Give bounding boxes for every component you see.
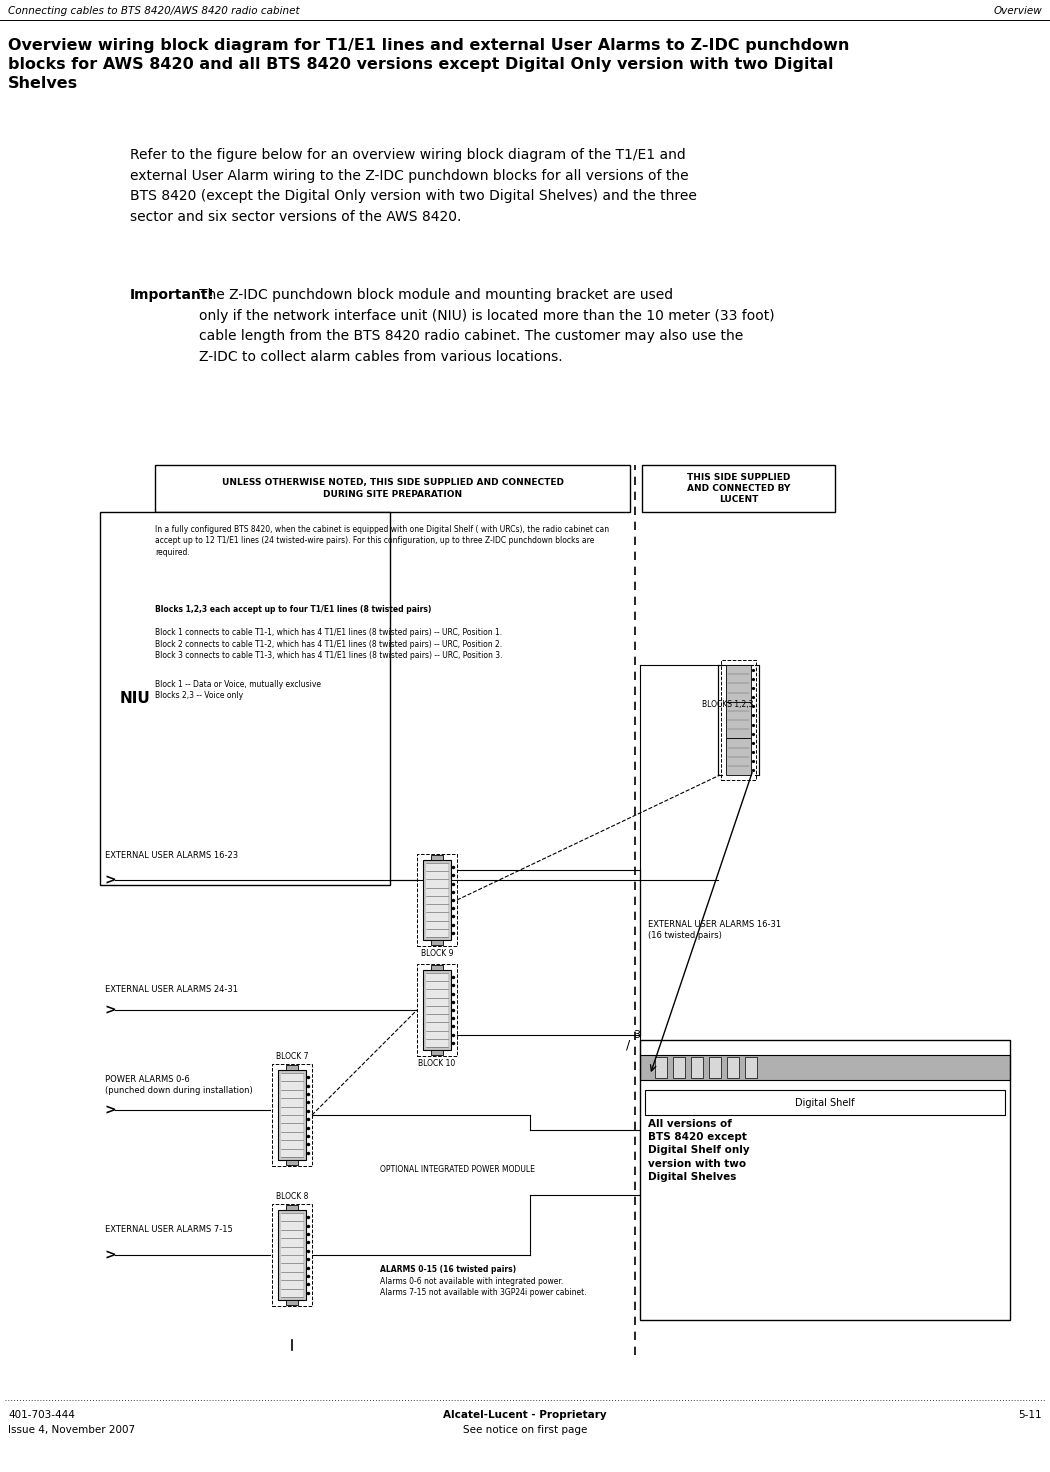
- Bar: [720, 659, 756, 780]
- Bar: [287, 1206, 297, 1210]
- Bar: [746, 1057, 757, 1078]
- Bar: [281, 1073, 303, 1157]
- Text: EXTERNAL USER ALARMS 7-15: EXTERNAL USER ALARMS 7-15: [105, 1226, 233, 1235]
- Text: UNLESS OTHERWISE NOTED, THIS SIDE SUPPLIED AND CONNECTED
DURING SITE PREPARATION: UNLESS OTHERWISE NOTED, THIS SIDE SUPPLI…: [222, 478, 564, 499]
- Text: BLOCK 7: BLOCK 7: [276, 1052, 309, 1061]
- Bar: [673, 1057, 685, 1078]
- Text: Issue 4, November 2007: Issue 4, November 2007: [8, 1425, 135, 1435]
- Text: /: /: [626, 1039, 630, 1051]
- Text: All versions of
BTS 8420 except
Digital Shelf only
version with two
Digital Shel: All versions of BTS 8420 except Digital …: [648, 1119, 750, 1182]
- Bar: [432, 855, 443, 860]
- Text: >: >: [105, 1103, 117, 1117]
- Bar: [432, 966, 443, 970]
- Text: OPTIONAL INTEGRATED POWER MODULE: OPTIONAL INTEGRATED POWER MODULE: [380, 1166, 534, 1175]
- Bar: [278, 1210, 306, 1300]
- Text: Alarms 0-6 not available with integrated power.
Alarms 7-15 not available with 3: Alarms 0-6 not available with integrated…: [380, 1278, 587, 1297]
- Text: Alcatel-Lucent - Proprietary: Alcatel-Lucent - Proprietary: [443, 1410, 607, 1420]
- Text: >: >: [105, 873, 117, 888]
- Bar: [423, 860, 452, 941]
- Text: Important!: Important!: [130, 289, 215, 302]
- Text: BLOCK 9: BLOCK 9: [421, 949, 454, 958]
- Text: 5-11: 5-11: [1018, 1410, 1042, 1420]
- Text: Overview: Overview: [993, 6, 1042, 16]
- Bar: [423, 970, 452, 1050]
- Bar: [655, 1057, 667, 1078]
- Text: The Z-IDC punchdown block module and mounting bracket are used
only if the netwo: The Z-IDC punchdown block module and mou…: [200, 289, 775, 364]
- Bar: [287, 1160, 297, 1164]
- Text: THIS SIDE SUPPLIED
AND CONNECTED BY
LUCENT: THIS SIDE SUPPLIED AND CONNECTED BY LUCE…: [687, 473, 791, 503]
- Text: EXTERNAL USER ALARMS 16-23: EXTERNAL USER ALARMS 16-23: [105, 851, 238, 860]
- Text: Connecting cables to BTS 8420/AWS 8420 radio cabinet: Connecting cables to BTS 8420/AWS 8420 r…: [8, 6, 299, 16]
- Bar: [417, 964, 457, 1055]
- Bar: [272, 1064, 312, 1166]
- Bar: [272, 1204, 312, 1306]
- Text: POWER ALARMS 0-6
(punched down during installation): POWER ALARMS 0-6 (punched down during in…: [105, 1075, 253, 1095]
- Bar: [709, 1057, 721, 1078]
- Bar: [287, 1066, 297, 1070]
- Bar: [281, 1213, 303, 1297]
- Bar: [645, 1089, 1005, 1114]
- Text: Block 1 connects to cable T1-1, which has 4 T1/E1 lines (8 twisted pairs) -- URC: Block 1 connects to cable T1-1, which ha…: [155, 617, 503, 661]
- Text: >: >: [105, 1248, 117, 1262]
- Bar: [642, 465, 835, 512]
- Text: Digital Shelf: Digital Shelf: [795, 1098, 855, 1107]
- Text: BLOCK 10: BLOCK 10: [418, 1058, 456, 1069]
- Text: >: >: [105, 1002, 117, 1017]
- Text: EXTERNAL USER ALARMS 16-31
(16 twisted pairs): EXTERNAL USER ALARMS 16-31 (16 twisted p…: [648, 920, 781, 941]
- Text: Refer to the figure below for an overview wiring block diagram of the T1/E1 and
: Refer to the figure below for an overvie…: [130, 149, 697, 224]
- Bar: [726, 665, 751, 702]
- Bar: [426, 973, 448, 1047]
- Text: 401-703-444: 401-703-444: [8, 1410, 75, 1420]
- Text: BLOCKS 1,2,3: BLOCKS 1,2,3: [702, 701, 754, 710]
- Bar: [640, 1041, 1010, 1320]
- Bar: [640, 1041, 1010, 1320]
- Text: Blocks 1,2,3 each accept up to four T1/E1 lines (8 twisted pairs): Blocks 1,2,3 each accept up to four T1/E…: [155, 605, 432, 614]
- Text: In a fully configured BTS 8420, when the cabinet is equipped with one Digital Sh: In a fully configured BTS 8420, when the…: [155, 526, 609, 556]
- Text: BLOCK 8: BLOCK 8: [276, 1192, 309, 1201]
- Text: See notice on first page: See notice on first page: [463, 1425, 587, 1435]
- Text: Block 1 -- Data or Voice, mutually exclusive
Blocks 2,3 -- Voice only: Block 1 -- Data or Voice, mutually exclu…: [155, 680, 321, 701]
- Text: NIU: NIU: [120, 690, 151, 707]
- Bar: [278, 1070, 306, 1160]
- Text: ALARMS 0-15 (16 twisted pairs): ALARMS 0-15 (16 twisted pairs): [380, 1264, 517, 1273]
- Bar: [727, 1057, 739, 1078]
- Bar: [100, 512, 390, 885]
- Bar: [417, 854, 457, 946]
- Text: 3: 3: [633, 1030, 640, 1041]
- Bar: [640, 1055, 1010, 1080]
- Bar: [155, 465, 630, 512]
- Bar: [726, 739, 751, 774]
- Text: EXTERNAL USER ALARMS 24-31: EXTERNAL USER ALARMS 24-31: [105, 985, 238, 995]
- Bar: [432, 1050, 443, 1055]
- Bar: [287, 1300, 297, 1306]
- Bar: [426, 863, 448, 938]
- Bar: [726, 702, 751, 739]
- Text: Overview wiring block diagram for T1/E1 lines and external User Alarms to Z-IDC : Overview wiring block diagram for T1/E1 …: [8, 38, 849, 91]
- Bar: [691, 1057, 704, 1078]
- Bar: [432, 941, 443, 945]
